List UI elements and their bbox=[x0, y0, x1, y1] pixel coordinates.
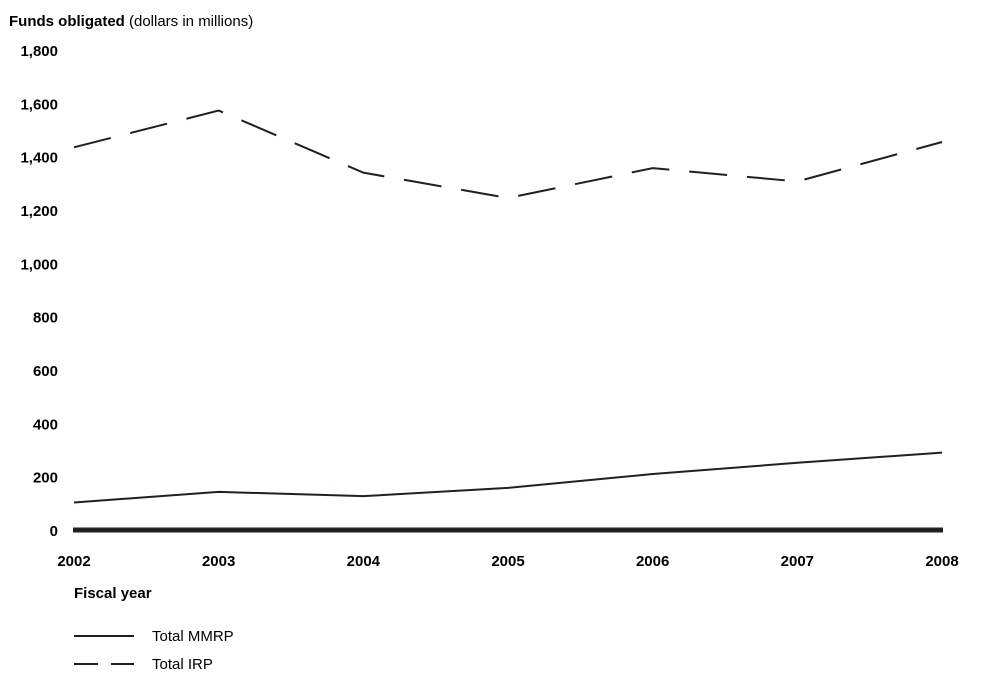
y-tick-label: 800 bbox=[33, 310, 58, 327]
y-tick-label: 1,200 bbox=[20, 203, 58, 220]
x-tick-label: 2008 bbox=[925, 553, 958, 570]
y-tick-label: 1,800 bbox=[20, 43, 58, 60]
x-tick-label: 2002 bbox=[57, 553, 90, 570]
legend-label-total-mmrp: Total MMRP bbox=[152, 628, 234, 645]
y-axis-ticks: 0 200 400 600 800 1,000 1,200 1,400 1,600 1,800 bbox=[20, 43, 58, 540]
y-axis-title-units: (dollars in millions) bbox=[125, 13, 253, 30]
x-tick-label: 2005 bbox=[491, 553, 524, 570]
series-line-total-irp bbox=[73, 109, 943, 200]
y-tick-label: 200 bbox=[33, 470, 58, 487]
x-tick-label: 2006 bbox=[636, 553, 669, 570]
x-tick-label: 2007 bbox=[781, 553, 814, 570]
series-lines bbox=[73, 109, 943, 504]
x-tick-label: 2004 bbox=[347, 553, 381, 570]
y-tick-label: 0 bbox=[50, 523, 58, 540]
y-tick-label: 1,600 bbox=[20, 96, 58, 113]
x-axis-title: Fiscal year bbox=[74, 585, 152, 602]
y-axis-title: Funds obligated (dollars in millions) bbox=[9, 13, 253, 30]
y-tick-label: 1,400 bbox=[20, 150, 58, 167]
y-tick-label: 600 bbox=[33, 363, 58, 380]
y-tick-label: 400 bbox=[33, 416, 58, 433]
legend: Total MMRP Total IRP bbox=[74, 628, 234, 673]
x-tick-label: 2003 bbox=[202, 553, 235, 570]
legend-label-total-irp: Total IRP bbox=[152, 656, 213, 673]
y-tick-label: 1,000 bbox=[20, 256, 58, 273]
x-axis-ticks: 2002 2003 2004 2005 2006 2007 2008 bbox=[57, 553, 958, 570]
y-axis-title-bold: Funds obligated bbox=[9, 13, 125, 30]
series-line-total-mmrp bbox=[73, 451, 943, 504]
